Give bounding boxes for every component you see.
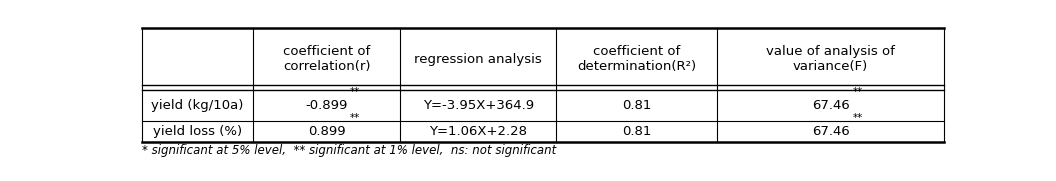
Text: 0.81: 0.81 [622, 125, 652, 138]
Text: yield (kg/10a): yield (kg/10a) [151, 99, 244, 112]
Text: yield loss (%): yield loss (%) [153, 125, 242, 138]
Text: -0.899: -0.899 [305, 99, 348, 112]
Text: Y=-3.95X+364.9: Y=-3.95X+364.9 [422, 99, 533, 112]
Text: **: ** [852, 113, 863, 123]
Text: 0.81: 0.81 [622, 99, 652, 112]
Text: **: ** [852, 87, 863, 97]
Text: 67.46: 67.46 [812, 125, 849, 138]
Text: coefficient of
correlation(r): coefficient of correlation(r) [283, 45, 371, 73]
Text: * significant at 5% level,  ** significant at 1% level,  ns: not significant: * significant at 5% level, ** significan… [142, 144, 557, 157]
Text: 0.899: 0.899 [308, 125, 345, 138]
Text: value of analysis of
variance(F): value of analysis of variance(F) [766, 45, 894, 73]
Text: **: ** [350, 87, 360, 97]
Text: **: ** [350, 113, 360, 123]
Text: Y=1.06X+2.28: Y=1.06X+2.28 [429, 125, 527, 138]
Text: coefficient of
determination(R²): coefficient of determination(R²) [577, 45, 696, 73]
Text: 67.46: 67.46 [812, 99, 849, 112]
Text: regression analysis: regression analysis [414, 52, 542, 66]
